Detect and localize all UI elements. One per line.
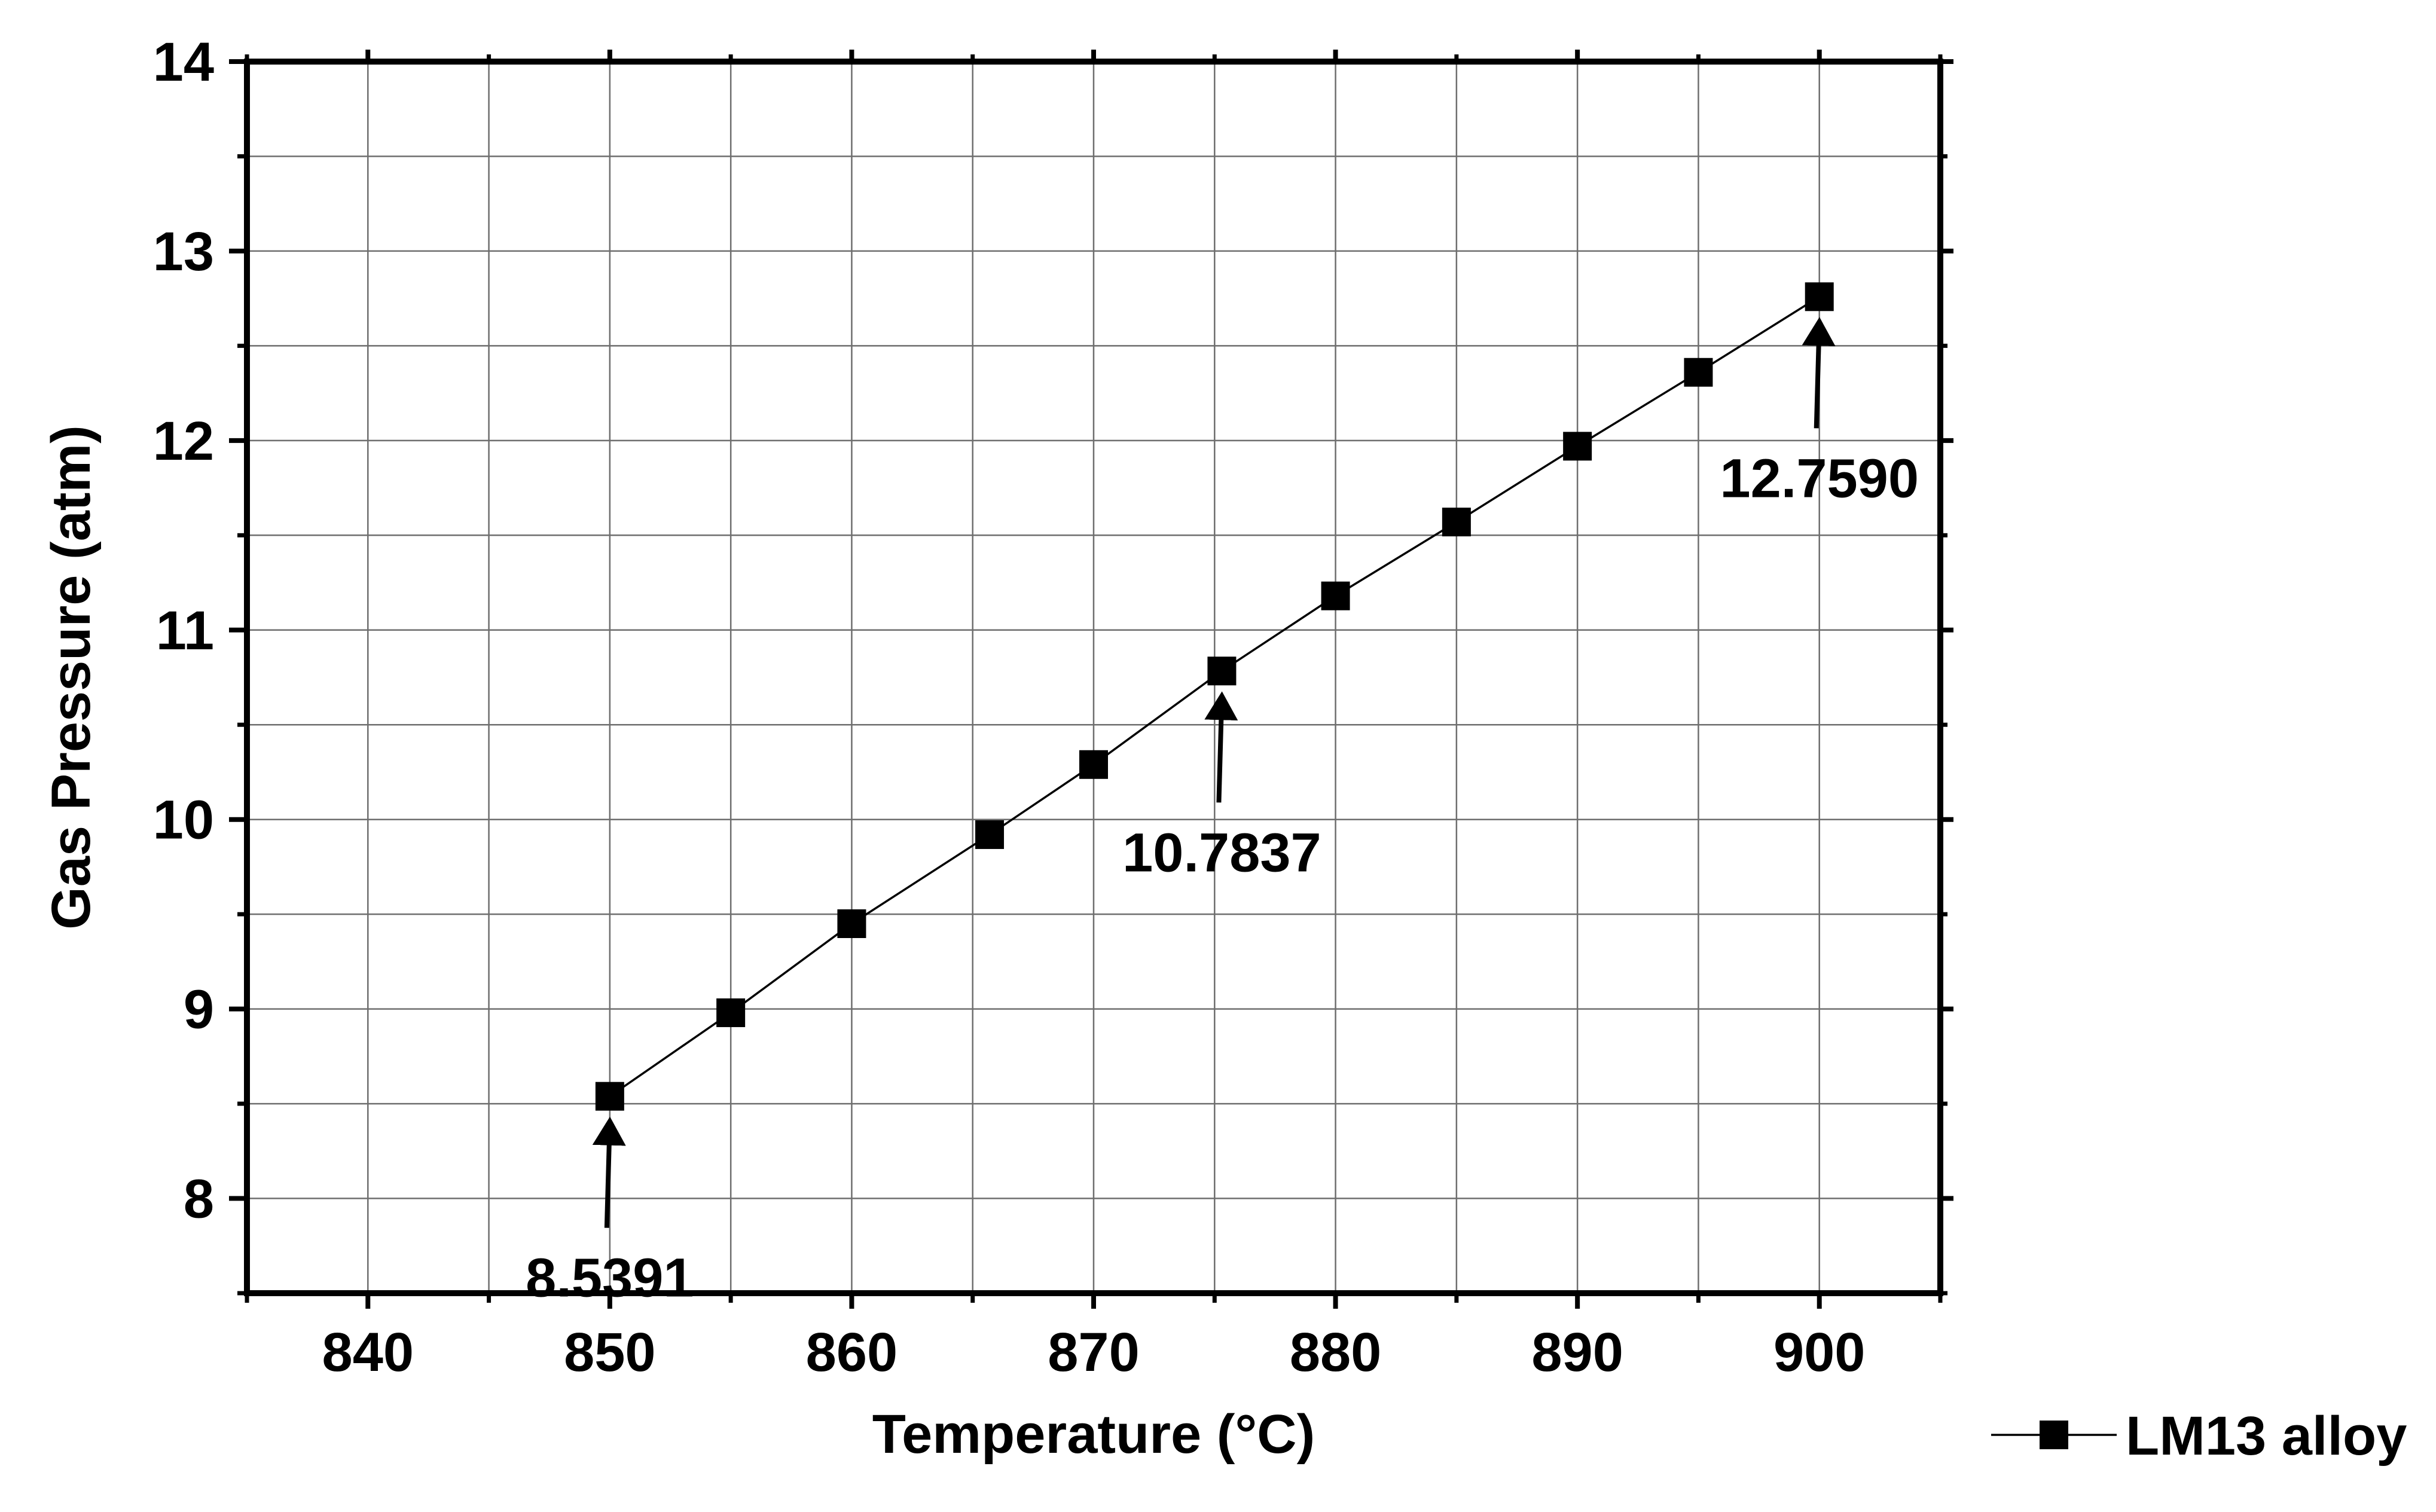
x-tick-label: 900: [1773, 1322, 1866, 1383]
data-point: [1207, 656, 1237, 686]
data-point: [975, 820, 1005, 850]
legend: LM13 alloy: [1991, 1406, 2407, 1467]
data-point: [1442, 508, 1471, 537]
x-axis-title: Temperature (°C): [872, 1404, 1315, 1465]
data-point: [716, 998, 746, 1027]
data-point: [1079, 750, 1108, 779]
x-tick-label: 860: [806, 1322, 898, 1383]
data-point: [837, 909, 866, 938]
y-axis-title: Gas Pressure (atm): [41, 425, 102, 930]
annotations: 8.5391 10.7837 12.7590: [526, 317, 1919, 1309]
data-point: [595, 1082, 624, 1111]
x-tick-label: 840: [322, 1322, 414, 1383]
series: [595, 282, 1834, 1111]
data-label: 10.7837: [1122, 822, 1321, 883]
data-label: 12.7590: [1720, 448, 1919, 509]
y-tick-label: 12: [153, 411, 214, 472]
axes: 840 850 860 870 880 890 900 8 9 10 11 12 13 14: [153, 32, 1953, 1383]
data-point: [1684, 358, 1713, 387]
legend-marker: [2040, 1421, 2068, 1449]
x-tick-label: 880: [1290, 1322, 1382, 1383]
y-tick-label: 14: [153, 32, 214, 93]
x-tick-label: 850: [564, 1322, 656, 1383]
data-point: [1321, 581, 1350, 610]
data-point: [1563, 432, 1592, 461]
annotation-arrow: [592, 1116, 626, 1228]
y-tick-label: 10: [153, 790, 214, 851]
grid: [247, 62, 1940, 1293]
y-tick-label: 8: [184, 1169, 214, 1230]
y-tick-label: 11: [156, 600, 214, 661]
y-tick-label: 13: [153, 221, 214, 282]
annotation-arrow: [1802, 317, 1836, 429]
data-label: 8.5391: [526, 1248, 694, 1309]
annotation-arrow: [1204, 691, 1238, 803]
legend-label: LM13 alloy: [2126, 1406, 2407, 1467]
y-tick-label: 9: [184, 979, 214, 1040]
x-tick-label: 870: [1048, 1322, 1140, 1383]
x-tick-label: 890: [1531, 1322, 1623, 1383]
data-point: [1805, 282, 1834, 311]
